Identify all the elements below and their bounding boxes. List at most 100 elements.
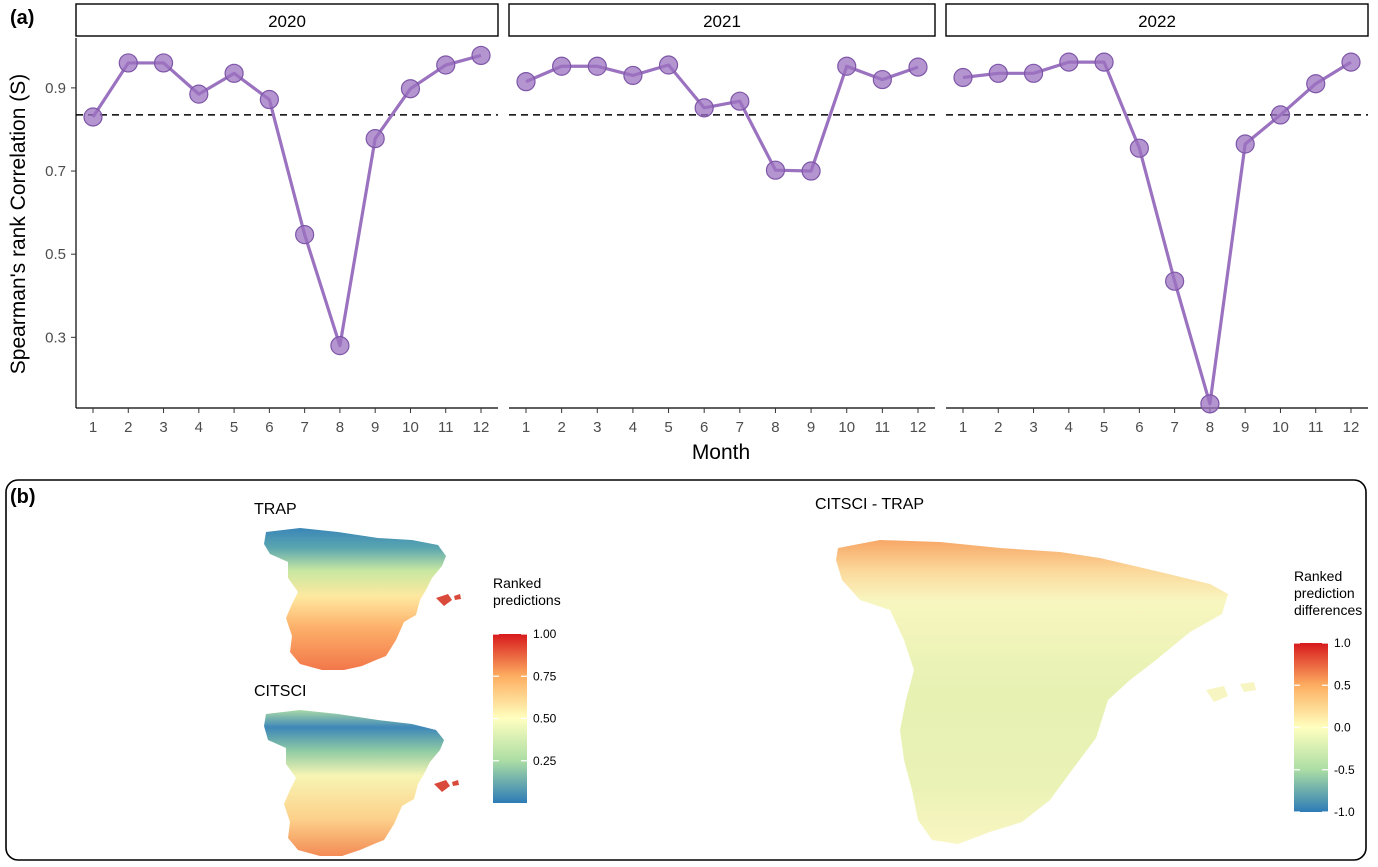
legend-tick-label: 1.00 (533, 627, 557, 641)
x-tick-label: 3 (593, 419, 601, 436)
facet-strip (508, 3, 936, 37)
legend-ranked-ticks: 1.00 0.75 0.50 0.25 (493, 627, 557, 768)
x-tick-label: 7 (300, 419, 308, 436)
data-point (801, 161, 821, 181)
data-point (1200, 394, 1220, 414)
trap-map-spain (264, 528, 446, 670)
data-point (436, 55, 456, 75)
data-point (1129, 138, 1149, 158)
data-point (224, 63, 244, 83)
legend-tick-label: 0.0 (1334, 721, 1351, 735)
data-point (365, 129, 385, 149)
legend-tick-label: -1.0 (1334, 805, 1355, 819)
x-tick-label: 10 (402, 419, 419, 436)
data-point (765, 160, 786, 180)
x-tick-label: 2 (124, 419, 132, 436)
citsci-map-spain (264, 710, 444, 856)
data-point (1059, 52, 1079, 72)
x-tick-label: 4 (195, 419, 203, 436)
series-line-2022 (962, 60, 1352, 406)
legend-title-line: prediction (1294, 585, 1355, 601)
legend-title-line: Ranked (1294, 568, 1342, 584)
legend-tick-label: 0.50 (533, 712, 557, 726)
data-point (259, 89, 279, 110)
legend-tick-label: 0.25 (533, 754, 557, 768)
data-point (1094, 52, 1114, 72)
panel-b-frame (5, 479, 1367, 861)
x-tick-label: 3 (1029, 419, 1037, 436)
diff-map-island (1206, 686, 1228, 702)
x-tick-label: 5 (1100, 419, 1108, 436)
legend-tick-label: -0.5 (1334, 763, 1355, 777)
data-point (330, 336, 350, 356)
data-point (1023, 63, 1044, 83)
trap-map-island (436, 594, 452, 606)
diff-map-spain (836, 540, 1228, 844)
data-point (516, 72, 536, 92)
data-point (908, 57, 928, 77)
data-point (1235, 134, 1255, 154)
data-point (1306, 74, 1326, 94)
facet-strip (945, 3, 1369, 37)
series-layer (83, 45, 1361, 414)
data-point (730, 91, 750, 111)
x-tick-label: 2 (557, 419, 565, 436)
legend-diff: Ranked prediction differences 1.0 0.5 0.0 -0.… (1294, 568, 1362, 819)
x-tick-label: 7 (1170, 419, 1178, 436)
facet-strips: 2020 2021 2022 (75, 3, 1369, 37)
y-tick-label: 0.3 (45, 329, 66, 346)
data-point (189, 84, 209, 104)
x-tick-label: 2 (994, 419, 1002, 436)
y-axis: 0.3 0.5 0.7 0.9 (45, 38, 77, 408)
data-point (83, 107, 103, 127)
data-point (400, 79, 421, 99)
x-tick-label: 4 (629, 419, 637, 436)
x-axes: 1 2 3 4 5 6 7 8 9 10 11 12 1 2 3 4 5 6 7 8 9 10 11 12 1 2 3 4 5 6 7 8 9 1… (76, 407, 1368, 436)
citsci-map-title: CITSCI (254, 683, 306, 700)
data-point (471, 45, 491, 66)
diff-map (836, 540, 1256, 844)
citsci-map-island (434, 780, 450, 792)
data-point (623, 65, 643, 86)
x-tick-label: 1 (89, 419, 97, 436)
x-tick-label: 8 (336, 419, 344, 436)
legend-title-line: differences (1294, 602, 1362, 618)
data-point (837, 56, 857, 76)
x-tick-label: 9 (1241, 419, 1249, 436)
x-tick-label: 8 (771, 419, 779, 436)
x-tick-label: 3 (159, 419, 167, 436)
y-tick-label: 0.7 (45, 163, 66, 180)
x-tick-label: 10 (838, 419, 855, 436)
facet-strip-label: 2021 (703, 12, 741, 31)
x-tick-label: 1 (959, 419, 967, 436)
data-point (552, 56, 572, 76)
x-tick-label: 12 (473, 419, 490, 436)
panel-a-label: (a) (10, 7, 34, 29)
legend-ranked: Ranked predictions 1.00 0.75 0.50 0.25 (493, 575, 561, 803)
facet-strip (75, 3, 499, 37)
x-tick-label: 7 (736, 419, 744, 436)
data-point (295, 225, 315, 245)
data-point (1270, 105, 1291, 125)
legend-diff-title: Ranked prediction differences (1294, 568, 1362, 618)
x-tick-label: 6 (1135, 419, 1143, 436)
data-point (694, 98, 714, 118)
series-line-2020 (91, 53, 482, 348)
citsci-map-island (452, 780, 459, 786)
y-tick-label: 0.5 (45, 246, 66, 263)
x-tick-label: 6 (700, 419, 708, 436)
diff-map-island (1240, 682, 1256, 692)
panel-b-label: (b) (10, 486, 36, 508)
citsci-map (264, 710, 459, 856)
series-line-2021 (525, 63, 919, 173)
x-tick-label: 4 (1065, 419, 1073, 436)
trap-map-title: TRAP (254, 501, 297, 518)
x-tick-label: 8 (1206, 419, 1214, 436)
y-axis-title: Spearman's rank Correlation (S) (7, 74, 30, 374)
data-point (118, 53, 138, 73)
trap-map-island (454, 594, 461, 600)
x-tick-label: 5 (230, 419, 238, 436)
y-tick-label: 0.9 (45, 80, 66, 97)
x-tick-label: 11 (1308, 419, 1324, 436)
